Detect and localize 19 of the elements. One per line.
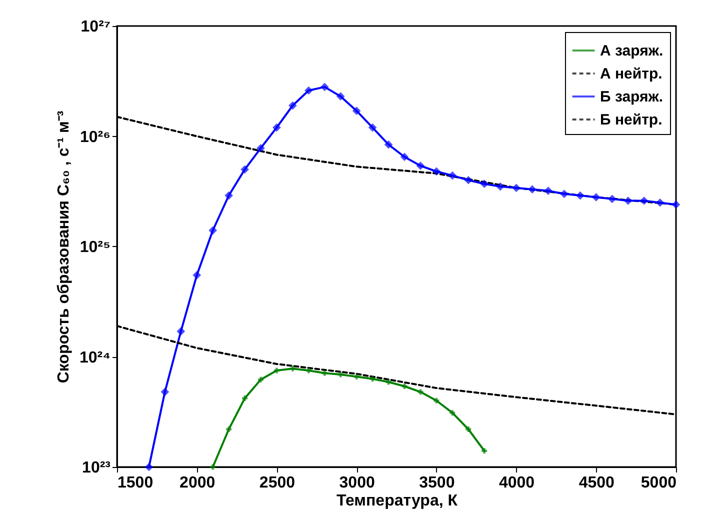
- legend-label: Б заряж.: [600, 88, 664, 106]
- y-tick-label: 10²⁷: [80, 18, 110, 36]
- legend-label: А заряж.: [600, 42, 664, 60]
- legend-label: А нейтр.: [600, 66, 662, 82]
- y-axis-title: Скорость образования C₆₀ , с⁻¹ м⁻³: [55, 110, 72, 384]
- legend-label: Б нейтр.: [600, 112, 662, 128]
- x-tick-label: 2000: [180, 474, 216, 492]
- x-axis-title: Температура, К: [336, 492, 458, 510]
- x-tick-label: 2500: [259, 474, 296, 492]
- x-tick-label: 4500: [578, 474, 615, 492]
- x-tick-label: 3000: [339, 474, 375, 492]
- y-tick-label: 10²⁶: [80, 128, 110, 146]
- y-tick-label: 10²⁴: [79, 349, 111, 366]
- x-tick-label: 5000: [640, 474, 677, 492]
- y-tick-label: 10²⁵: [80, 239, 110, 256]
- y-tick-label: 10²³: [82, 460, 110, 476]
- x-tick-label: 4000: [498, 474, 535, 492]
- x-tick-label: 1500: [118, 474, 154, 492]
- x-tick-label: 3500: [419, 474, 455, 492]
